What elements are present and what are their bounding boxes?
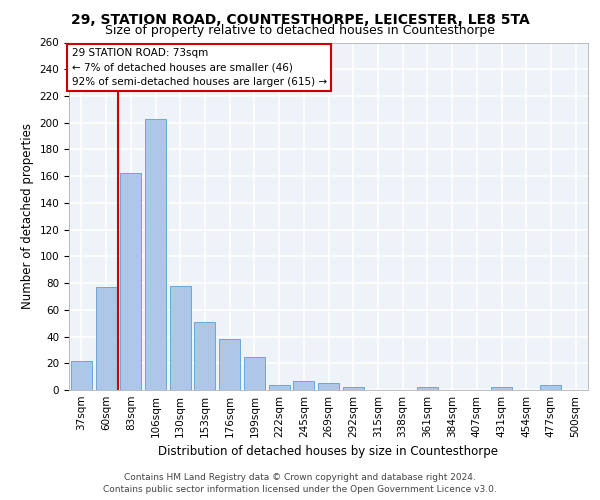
Text: Contains HM Land Registry data © Crown copyright and database right 2024.
Contai: Contains HM Land Registry data © Crown c… bbox=[103, 472, 497, 494]
Bar bbox=[95, 287, 116, 390]
Bar bbox=[120, 174, 141, 390]
Bar bbox=[541, 384, 562, 390]
Bar bbox=[417, 388, 438, 390]
Y-axis label: Number of detached properties: Number of detached properties bbox=[21, 123, 34, 309]
Bar bbox=[244, 356, 265, 390]
Bar bbox=[71, 360, 92, 390]
Bar bbox=[293, 380, 314, 390]
Bar bbox=[219, 339, 240, 390]
Bar bbox=[145, 118, 166, 390]
Text: 29, STATION ROAD, COUNTESTHORPE, LEICESTER, LE8 5TA: 29, STATION ROAD, COUNTESTHORPE, LEICEST… bbox=[71, 12, 529, 26]
Bar bbox=[269, 384, 290, 390]
Text: 29 STATION ROAD: 73sqm
← 7% of detached houses are smaller (46)
92% of semi-deta: 29 STATION ROAD: 73sqm ← 7% of detached … bbox=[71, 48, 327, 88]
Bar bbox=[491, 388, 512, 390]
Bar bbox=[194, 322, 215, 390]
Bar bbox=[318, 384, 339, 390]
Text: Size of property relative to detached houses in Countesthorpe: Size of property relative to detached ho… bbox=[105, 24, 495, 37]
Bar bbox=[170, 286, 191, 390]
X-axis label: Distribution of detached houses by size in Countesthorpe: Distribution of detached houses by size … bbox=[158, 446, 499, 458]
Bar bbox=[343, 388, 364, 390]
